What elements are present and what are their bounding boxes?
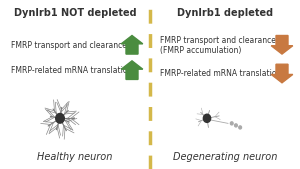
Polygon shape: [271, 64, 293, 83]
Circle shape: [239, 126, 242, 129]
Text: Dynlrb1 NOT depleted: Dynlrb1 NOT depleted: [14, 8, 136, 18]
Circle shape: [230, 122, 233, 125]
Circle shape: [56, 113, 64, 123]
Polygon shape: [121, 61, 143, 79]
Text: Dynlrb1 depleted: Dynlrb1 depleted: [177, 8, 273, 18]
Polygon shape: [121, 35, 143, 54]
Text: FMRP-related mRNA translation: FMRP-related mRNA translation: [160, 69, 282, 78]
Text: FMRP-related mRNA translation: FMRP-related mRNA translation: [11, 66, 132, 76]
Circle shape: [235, 124, 237, 127]
Polygon shape: [271, 35, 293, 54]
Circle shape: [203, 114, 211, 122]
Text: Degenerating neuron: Degenerating neuron: [173, 152, 277, 162]
Text: Healthy neuron: Healthy neuron: [37, 152, 113, 162]
Text: FMRP transport and clearance: FMRP transport and clearance: [11, 41, 126, 50]
Text: FMRP transport and clearance
(FMRP accumulation): FMRP transport and clearance (FMRP accum…: [160, 36, 276, 55]
